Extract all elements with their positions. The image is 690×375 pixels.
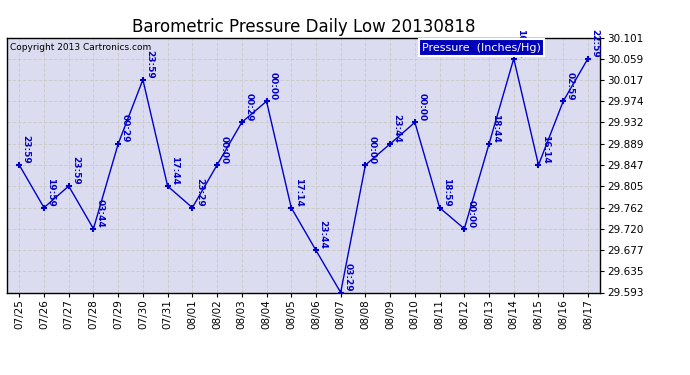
Title: Barometric Pressure Daily Low 20130818: Barometric Pressure Daily Low 20130818 xyxy=(132,18,475,36)
Text: 00:29: 00:29 xyxy=(244,93,253,122)
Text: 03:29: 03:29 xyxy=(343,263,352,291)
Text: 03:44: 03:44 xyxy=(96,199,105,228)
Text: 19:59: 19:59 xyxy=(46,178,55,207)
Text: 22:59: 22:59 xyxy=(591,29,600,58)
Text: 23:44: 23:44 xyxy=(393,114,402,143)
Text: 18:59: 18:59 xyxy=(442,178,451,207)
Text: 23:59: 23:59 xyxy=(146,50,155,79)
Text: 00:00: 00:00 xyxy=(417,93,426,122)
Text: Copyright 2013 Cartronics.com: Copyright 2013 Cartronics.com xyxy=(10,43,151,52)
Text: 00:29: 00:29 xyxy=(121,114,130,143)
Text: 23:29: 23:29 xyxy=(195,178,204,207)
Text: 23:59: 23:59 xyxy=(71,156,80,185)
Text: 00:00: 00:00 xyxy=(368,136,377,164)
Text: 17:44: 17:44 xyxy=(170,156,179,185)
Text: 02:59: 02:59 xyxy=(566,72,575,100)
Text: 00:00: 00:00 xyxy=(466,200,476,228)
Text: 23:44: 23:44 xyxy=(318,220,328,249)
Text: 00:00: 00:00 xyxy=(219,136,228,164)
Text: 18:44: 18:44 xyxy=(491,114,500,143)
Text: Pressure  (Inches/Hg): Pressure (Inches/Hg) xyxy=(422,43,541,52)
Text: 16:14: 16:14 xyxy=(541,135,550,164)
Text: 17:14: 17:14 xyxy=(294,178,303,207)
Text: 00:00: 00:00 xyxy=(269,72,278,100)
Text: 16:14: 16:14 xyxy=(516,29,525,58)
Text: 23:59: 23:59 xyxy=(22,135,31,164)
